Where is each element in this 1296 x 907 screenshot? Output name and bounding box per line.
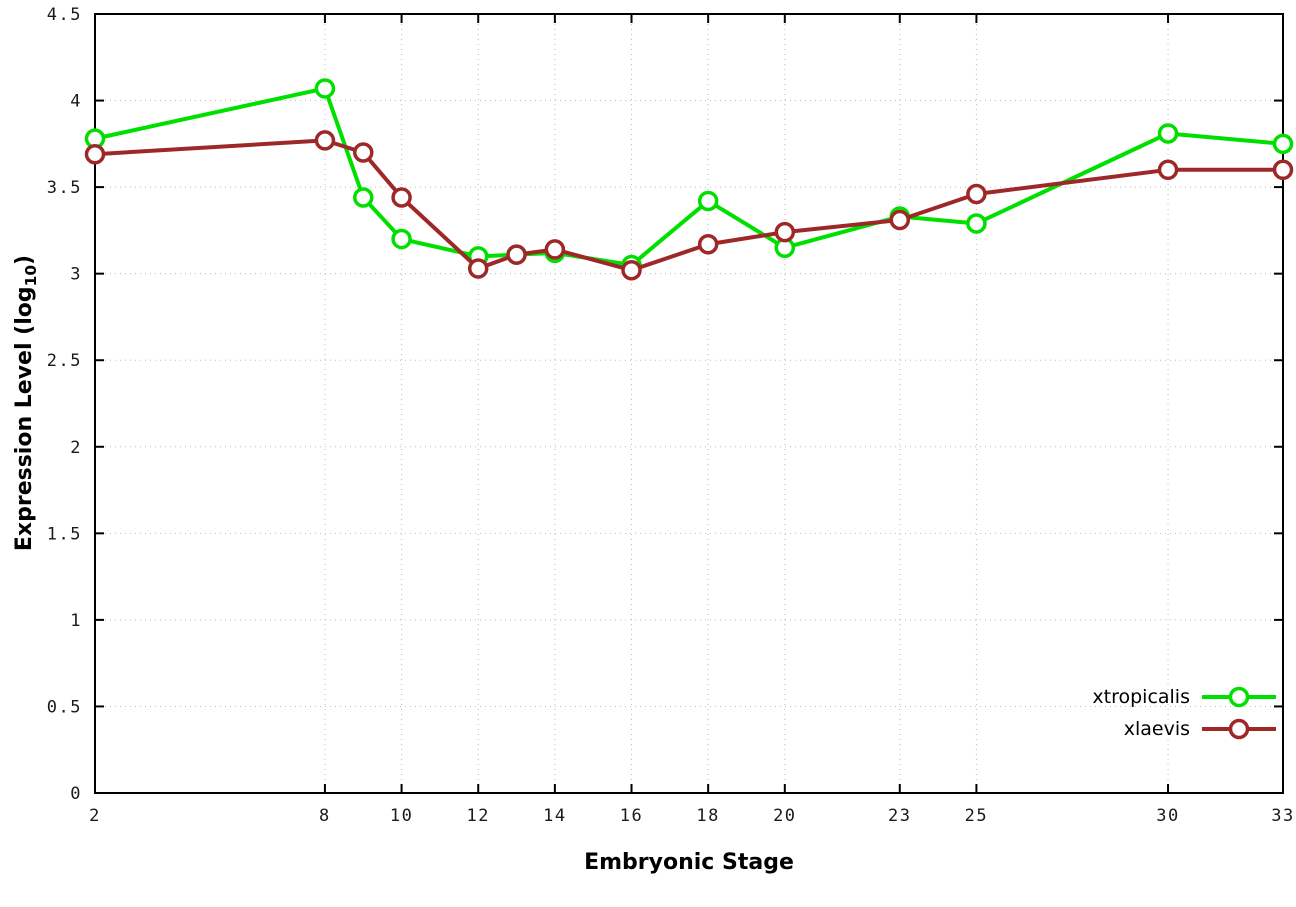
data-point-xtropicalis — [1272, 133, 1294, 155]
data-point-xlaevis — [467, 258, 489, 279]
plot-frame — [94, 13, 1284, 794]
x-tick-label: 18 — [696, 806, 719, 826]
data-point-xtropicalis — [314, 78, 336, 99]
x-tick-label: 8 — [319, 806, 331, 826]
y-tick-label: 3 — [70, 265, 82, 285]
legend-label: xlaevis — [1123, 718, 1190, 740]
y-tick-label: 1.5 — [47, 524, 82, 544]
y-axis-label: Expression Level (log10) — [12, 255, 40, 551]
data-point-xlaevis — [1272, 159, 1294, 181]
series-line-xlaevis — [93, 138, 1285, 273]
y-tick-label: 4 — [70, 92, 82, 112]
data-point-xlaevis — [391, 187, 412, 208]
data-point-xtropicalis — [697, 190, 719, 212]
data-point-xlaevis — [506, 244, 527, 265]
y-axis-label-text: Expression Level (log — [11, 286, 37, 552]
x-tick-label: 25 — [965, 806, 988, 826]
data-point-xlaevis — [697, 233, 719, 255]
data-point-xtropicalis — [966, 213, 987, 234]
data-point-xtropicalis — [391, 228, 412, 250]
legend-item: xtropicalis — [1092, 686, 1278, 708]
x-tick-label: 30 — [1156, 806, 1179, 826]
data-point-xtropicalis — [353, 187, 374, 208]
x-tick-label: 12 — [466, 806, 489, 826]
x-tick-label: 23 — [888, 806, 911, 826]
data-point-xlaevis — [621, 259, 642, 281]
data-point-xtropicalis — [1157, 123, 1179, 144]
legend-sample-point — [1228, 718, 1250, 740]
legend-sample-point — [1228, 686, 1250, 708]
x-tick-label: 10 — [390, 806, 413, 826]
legend: xtropicalis xlaevis — [1092, 686, 1278, 740]
x-tick-label: 16 — [620, 806, 643, 826]
y-axis-label-close: ) — [11, 254, 37, 265]
data-point-xlaevis — [314, 130, 336, 151]
y-tick-label: 0.5 — [47, 697, 82, 717]
y-tick-label: 1 — [70, 611, 82, 631]
data-point-xlaevis — [84, 143, 106, 165]
y-axis-label-subscript: 10 — [22, 264, 41, 287]
y-tick-label: 3.5 — [47, 178, 82, 198]
y-tick-label: 2.5 — [47, 351, 82, 371]
y-tick-label: 4.5 — [47, 5, 82, 25]
y-tick-label: 0 — [70, 784, 82, 804]
data-point-xlaevis — [889, 209, 911, 231]
legend-marker-xlaevis — [1202, 718, 1276, 740]
y-tick-label: 2 — [70, 438, 82, 458]
x-tick-label: 33 — [1271, 806, 1294, 826]
x-tick-label: 14 — [543, 806, 566, 826]
data-point-xlaevis — [544, 239, 566, 260]
legend-item: xlaevis — [1124, 718, 1278, 740]
data-point-xlaevis — [774, 221, 796, 243]
legend-marker-xtropicalis — [1202, 686, 1276, 708]
legend-label: xtropicalis — [1092, 686, 1190, 708]
data-point-xlaevis — [1157, 159, 1179, 181]
data-point-xlaevis — [353, 142, 374, 163]
data-point-xlaevis — [966, 183, 987, 205]
x-axis-label: Embryonic Stage — [584, 850, 794, 875]
x-tick-label: 2 — [89, 806, 101, 826]
x-tick-label: 20 — [773, 806, 796, 826]
